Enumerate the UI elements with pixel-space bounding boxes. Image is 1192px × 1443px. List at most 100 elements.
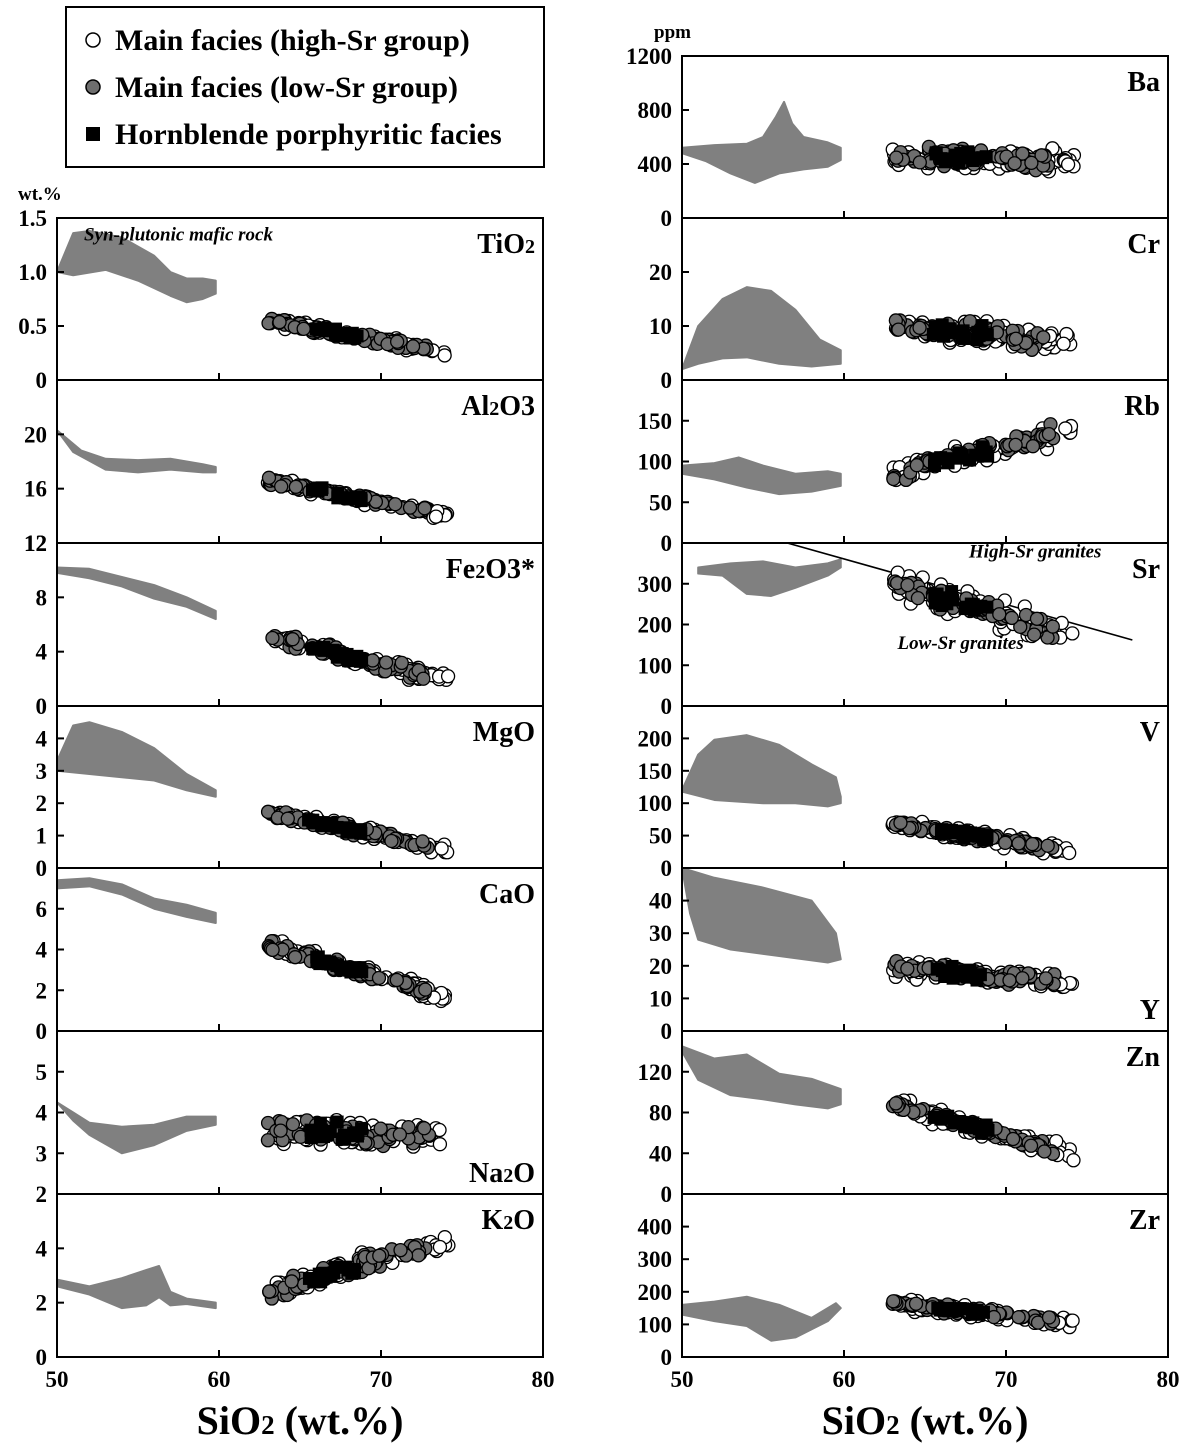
point-low-sr <box>1038 971 1054 986</box>
legend-label-hornblende: Hornblende porphyritic facies <box>115 118 502 151</box>
point-hornblende <box>342 654 356 668</box>
annotation-tio2: Syn-plutonic mafic rock <box>84 225 273 246</box>
mafic-field-zn <box>682 1045 842 1110</box>
ytick-label-v: 50 <box>649 824 672 849</box>
point-low-sr <box>371 970 387 986</box>
frame-k2o <box>56 1193 544 1358</box>
plot-area-cao <box>57 877 453 1009</box>
point-low-sr <box>998 835 1013 850</box>
ytick-label-sr: 200 <box>638 613 673 638</box>
points-na2o <box>260 1112 448 1154</box>
plot-area-fe2o3 <box>57 566 456 687</box>
point-hornblende <box>334 963 348 977</box>
point-low-sr <box>900 577 915 593</box>
point-high-sr <box>437 348 452 363</box>
ytick-label-v: 0 <box>661 856 673 881</box>
panel-title-main: Zr <box>1129 1205 1160 1236</box>
ytick-label-rb: 150 <box>638 409 673 434</box>
point-low-sr <box>1034 148 1049 163</box>
point-hornblende <box>938 1303 952 1317</box>
plot-area-k2o <box>57 1230 456 1310</box>
point-low-sr <box>912 320 927 335</box>
point-high-sr <box>1065 1313 1080 1328</box>
mafic-field-sr <box>697 558 842 597</box>
mafic-field-tio2 <box>57 229 217 304</box>
point-low-sr <box>912 155 927 170</box>
point-low-sr <box>1025 836 1040 852</box>
panel-v: 0 50 100 150 200 V <box>638 705 1169 881</box>
xtick-label-zr: 60 <box>833 1367 856 1392</box>
unit-label-ba: ppm <box>654 22 691 43</box>
point-low-sr <box>288 479 304 494</box>
point-low-sr <box>909 458 924 473</box>
panel-rb: 0 50 100 150 Rb <box>638 379 1169 556</box>
panel-title-main: Zn <box>1126 1042 1161 1073</box>
panel-title-fe2o3: Fe2O3* <box>446 554 535 585</box>
point-hornblende <box>971 1307 985 1321</box>
point-low-sr <box>288 950 303 965</box>
point-low-sr <box>1008 437 1023 453</box>
panel-title-main: Rb <box>1124 391 1160 422</box>
point-low-sr <box>900 961 915 976</box>
ytick-label-fe2o3: 8 <box>36 585 48 610</box>
plot-area-na2o <box>57 1101 448 1155</box>
points-tio2 <box>261 311 452 363</box>
legend-box <box>65 6 545 168</box>
ytick-label-cao: 4 <box>36 938 48 963</box>
point-low-sr <box>893 815 908 830</box>
ytick-label-sr: 300 <box>638 572 673 597</box>
point-low-sr <box>389 972 404 988</box>
frame-mgo <box>56 705 544 869</box>
ytick-label-ba: 400 <box>638 152 673 177</box>
points-fe2o3 <box>265 629 456 687</box>
point-high-sr <box>440 669 456 684</box>
mafic-field-fe2o3 <box>57 566 217 621</box>
legend-marker-low-sr <box>85 79 101 95</box>
ytick-label-v: 200 <box>638 726 673 751</box>
ytick-label-zr: 100 <box>638 1312 673 1337</box>
point-low-sr <box>1036 330 1051 345</box>
mafic-field-y <box>682 868 842 964</box>
legend-label-high-sr: Main facies (high-Sr group) <box>115 24 470 57</box>
panel-mgo: 0 1 2 3 4 MgO <box>36 705 544 881</box>
point-hornblende <box>318 956 332 970</box>
mafic-field-v <box>682 734 842 808</box>
ytick-label-zr: 0 <box>661 1345 673 1370</box>
x-axis-label-sub: 2 <box>261 1410 275 1440</box>
point-hornblende <box>941 456 955 470</box>
point-hornblende <box>961 826 975 840</box>
panel-y: 0 10 20 30 40 Y <box>649 867 1169 1044</box>
point-low-sr <box>1026 627 1042 642</box>
point-hornblende <box>935 823 949 837</box>
point-low-sr <box>272 314 287 330</box>
panel-title-main: TiO <box>477 229 525 260</box>
point-low-sr <box>273 1123 288 1138</box>
ytick-label-al2o3: 16 <box>24 477 47 502</box>
panel-title-v: V <box>1140 717 1160 748</box>
point-low-sr <box>384 833 399 849</box>
annotation-sr: Low-Sr granites <box>897 633 1024 654</box>
ytick-label-zn: 0 <box>661 1182 673 1207</box>
panel-title-tio2: TiO2 <box>477 229 535 260</box>
xtick-label-k2o: 70 <box>370 1367 393 1392</box>
ytick-label-zn: 40 <box>649 1141 672 1166</box>
point-low-sr <box>1007 156 1022 171</box>
point-low-sr <box>285 1117 301 1132</box>
panel-ba: 0 400 800 1200 Ba ppm <box>626 22 1169 231</box>
plot-area-sr <box>697 543 1133 645</box>
ytick-label-tio2: 1.0 <box>18 260 47 285</box>
ytick-label-y: 30 <box>649 921 672 946</box>
point-low-sr <box>417 1121 432 1136</box>
panel-cr: 0 10 20 Cr <box>649 217 1169 393</box>
point-hornblende <box>961 145 975 159</box>
ytick-label-mgo: 4 <box>36 726 48 751</box>
ytick-label-zr: 300 <box>638 1247 673 1272</box>
point-low-sr <box>274 479 289 494</box>
point-hornblende <box>977 449 991 463</box>
point-low-sr <box>1040 838 1055 853</box>
point-low-sr <box>260 1133 276 1148</box>
panel-title-k2o: K2O <box>481 1205 535 1236</box>
panel-al2o3: 12 16 20 Al2O3 <box>24 379 544 556</box>
